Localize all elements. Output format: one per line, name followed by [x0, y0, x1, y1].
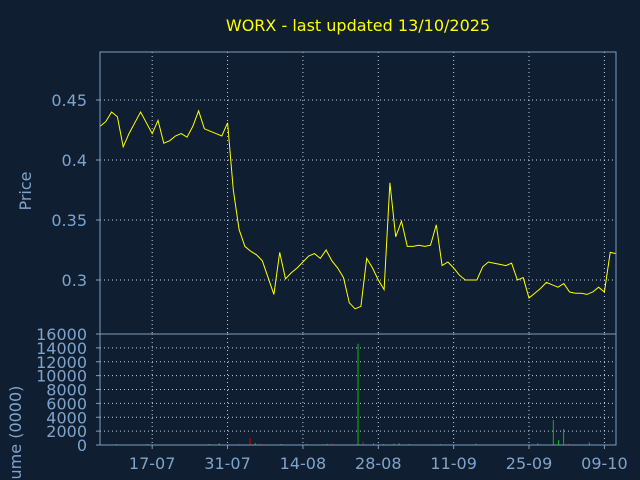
volume-ytick-label: 6000	[46, 394, 87, 413]
volume-axis-label: Volume (0000)	[6, 386, 25, 480]
price-line	[99, 109, 617, 310]
volume-ytick-label: 8000	[46, 381, 87, 400]
price-ytick-label: 0.3	[62, 271, 87, 290]
x-tick-label: 17-07	[129, 454, 176, 473]
price-axis-label: Price	[16, 171, 35, 210]
price-ytick-label: 0.35	[51, 211, 87, 230]
x-tick-label: 31-07	[204, 454, 251, 473]
volume-ytick-label: 12000	[36, 353, 87, 372]
x-axis: 17-07 31-07 14-08 28-08 11-09 25-09 09-10	[129, 445, 628, 473]
x-tick-label: 25-09	[506, 454, 553, 473]
chart-title: WORX - last updated 13/10/2025	[226, 16, 490, 35]
price-ytick-label: 0.45	[51, 91, 87, 110]
volume-ytick-label: 14000	[36, 339, 87, 358]
price-y-axis: 0.3 0.35 0.4 0.45	[51, 91, 100, 290]
volume-ytick-label: 0	[77, 436, 87, 455]
x-tick-label: 28-08	[355, 454, 402, 473]
volume-ytick-label: 10000	[36, 367, 87, 386]
price-ytick-label: 0.4	[62, 151, 87, 170]
volume-grid	[100, 334, 616, 445]
x-tick-label: 14-08	[280, 454, 327, 473]
volume-ytick-label: 4000	[46, 408, 87, 427]
volume-ytick-label: 16000	[36, 325, 87, 344]
x-tick-label: 09-10	[581, 454, 628, 473]
volume-ytick-label: 2000	[46, 422, 87, 441]
volume-bars	[115, 343, 590, 445]
x-tick-label: 11-09	[430, 454, 477, 473]
